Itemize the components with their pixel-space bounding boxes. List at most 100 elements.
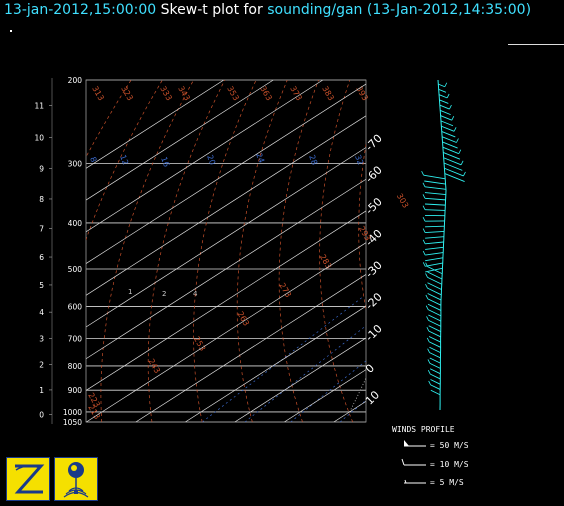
wind-barb (429, 368, 441, 375)
separator-line (508, 44, 564, 45)
wind-barb-flag (463, 171, 466, 177)
wind-barb-flag (453, 127, 457, 132)
pressure-tick-label: 900 (68, 386, 83, 395)
wind-barb (429, 357, 441, 364)
wind-barb-flag (422, 239, 426, 245)
wind-barb-flag (456, 138, 459, 143)
isotherm (86, 178, 366, 360)
isotherm (86, 242, 366, 422)
wind-barb (429, 341, 441, 348)
height-tick-label: 7 (39, 224, 44, 233)
moist-adiabat (449, 80, 564, 412)
dry-adiabat-label: 283 (318, 253, 333, 271)
wind-barb-flag (458, 149, 462, 154)
height-tick-label: 5 (39, 281, 44, 290)
wind-barb (425, 231, 445, 233)
height-tick-label: 11 (34, 102, 44, 111)
pressure-tick-label: 1000 (63, 408, 82, 417)
wind-barb (430, 373, 441, 380)
wind-barb (429, 362, 441, 369)
wind-barb-flag (422, 250, 426, 256)
wind-barb-flag (425, 273, 428, 278)
wind-barb (427, 303, 442, 311)
temperature-trace (431, 80, 538, 412)
height-tick-label: 8 (39, 195, 44, 204)
height-tick-label: 3 (39, 335, 44, 344)
mixing-ratio-line (244, 325, 366, 422)
mixing-ratio-label: 20 (205, 154, 217, 167)
wind-barb (427, 266, 443, 275)
wind-barb (443, 157, 462, 166)
wind-barb-flag (422, 216, 426, 222)
wind-barb (442, 146, 459, 155)
plot-area (86, 80, 564, 422)
height-tick-label: 6 (39, 253, 44, 262)
wind-barb (424, 180, 446, 185)
wind-profile-axis (437, 79, 447, 411)
pressure-tick-label: 200 (68, 76, 83, 85)
pressure-tick-label: 400 (68, 219, 83, 228)
plot-label: Skew-t plot for (160, 2, 263, 18)
wind-barb (425, 225, 445, 228)
wind-barb (428, 330, 441, 338)
wind-barb (428, 314, 441, 322)
wind-barb (444, 173, 465, 182)
z-logo-icon (6, 457, 50, 501)
isotherm (284, 369, 366, 422)
height-tick-label: 10 (34, 134, 44, 143)
wind-barb (427, 298, 442, 306)
mixing-ratio-label: 24 (254, 152, 266, 165)
mixing-ratio-label: 32 (353, 154, 365, 167)
isotherm-label: 0 (363, 362, 377, 376)
dry-adiabat (100, 80, 194, 422)
dry-adiabat (147, 80, 226, 422)
mixing-ratio-line (426, 296, 564, 422)
dry-adiabat (468, 80, 553, 422)
height-tick-label: 9 (39, 165, 44, 174)
wind-barb-flag (422, 262, 426, 267)
wind-barb (428, 325, 441, 332)
wind-barb (425, 209, 446, 211)
mixing-ratio-line (202, 295, 365, 422)
plot-title: 13-jan-2012,15:00:00 Skew-t plot for sou… (4, 2, 531, 18)
mixing-ratio-label: 12 (118, 154, 130, 167)
legend-barb-5-tick (404, 479, 407, 484)
observation-time: (13-Jan-2012,14:35:00) (366, 2, 532, 18)
wind-barb-flag (425, 294, 429, 300)
wind-barb (425, 257, 443, 262)
wind-barb (427, 293, 442, 301)
isotherm (86, 115, 366, 296)
dry-adiabat (193, 80, 257, 422)
winds-profile-title: WINDS PROFILE (392, 425, 455, 434)
wind-barb (438, 94, 448, 99)
mixing-ratio-label: 1 (128, 288, 132, 296)
height-tick-label: 4 (39, 308, 44, 317)
wind-barb (425, 241, 444, 245)
wind-barb-flag (427, 369, 431, 375)
mixing-ratio-line (290, 360, 366, 422)
dry-adiabat (536, 80, 564, 422)
wind-barb-flag (427, 359, 431, 364)
legend-barbs (401, 440, 426, 484)
wind-barb-flag (425, 262, 428, 267)
wind-barb-flag (422, 205, 426, 210)
dry-adiabat (278, 80, 319, 422)
wind-barb-flag (426, 316, 429, 321)
marker-dot (10, 30, 12, 32)
mixing-ratio-line (438, 296, 564, 422)
pressure-tick-label: 700 (68, 334, 83, 343)
dry-adiabat-label: 363 (258, 85, 273, 103)
wind-barb (423, 174, 446, 180)
wind-barb (444, 167, 464, 177)
wind-barb (430, 379, 441, 385)
dry-adiabat-label: 313 (90, 85, 105, 103)
wind-barb (427, 287, 442, 296)
wind-barb (442, 141, 458, 149)
dry-adiabat-label: 353 (225, 85, 240, 103)
wind-barb (429, 346, 441, 354)
mixing-ratio-line (449, 296, 564, 422)
wind-barb-flag (422, 194, 426, 199)
height-tick-label: 1 (39, 386, 44, 395)
wind-barb (443, 152, 461, 160)
